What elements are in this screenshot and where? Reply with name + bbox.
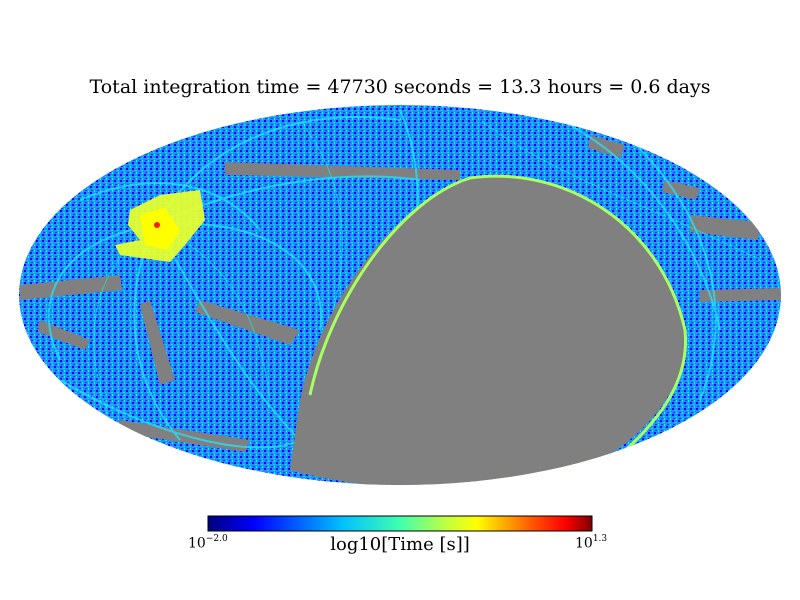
unobserved-strips [20,135,781,452]
gray-strip [20,275,122,300]
scan-arc [559,119,721,331]
hotspot-core [140,208,180,250]
gray-strip [588,135,625,158]
scan-arc [47,224,156,361]
scan-arc [59,379,301,449]
hotspot-peak [154,222,160,228]
gray-strip [195,300,300,345]
scan-arc [479,119,761,261]
coverage-edge [308,174,688,457]
colorbar-max-label: 101.3 [575,534,608,552]
gray-strip [662,180,700,200]
scan-arc [79,182,261,231]
colorbar-label: log10[Time [s]] [330,534,470,555]
gray-strip [38,320,90,350]
gray-strip [115,420,250,452]
sky-coverage [19,105,781,485]
hotspot [115,190,205,262]
gray-strip [690,215,760,240]
gray-strip [140,300,175,385]
colorbar [207,515,593,532]
colorbar-min-label: 10−2.0 [188,534,228,552]
scan-arc [619,129,717,401]
gray-strip [700,288,781,302]
scan-arc [154,116,401,226]
gray-strip [225,162,460,180]
unobserved-region [290,176,686,485]
colorbar-gradient [207,515,593,532]
chart-title: Total integration time = 47730 seconds =… [89,76,711,98]
